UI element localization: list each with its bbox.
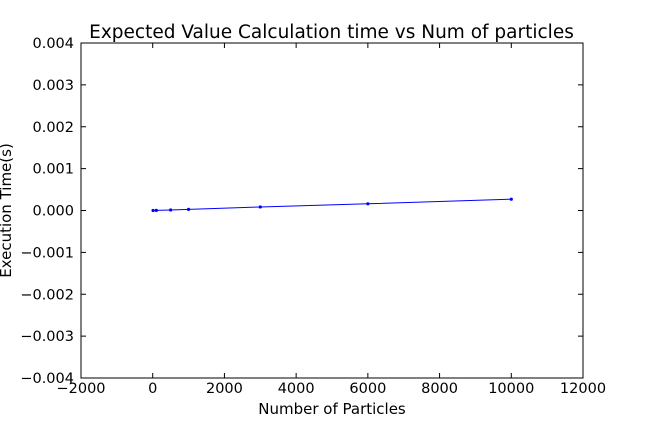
y-tick-label: 0.004	[32, 36, 74, 52]
data-point	[258, 205, 262, 209]
x-tick-label: 6000	[349, 381, 386, 397]
x-tick-label: −2000	[56, 381, 105, 397]
data-point	[169, 208, 173, 212]
data-point	[509, 197, 513, 201]
x-tick-label: 2000	[206, 381, 243, 397]
y-tick-label: −0.004	[20, 371, 74, 387]
y-tick-label: −0.002	[20, 287, 74, 303]
data-point	[151, 208, 155, 213]
chart-title: Expected Value Calculation time vs Num o…	[89, 22, 574, 43]
x-tick-label: 8000	[421, 381, 458, 397]
x-axis-ticks: −2000 0 2000 4000 6000 8000 10000 12000	[56, 43, 606, 397]
y-tick-label: −0.001	[20, 245, 74, 261]
y-tick-label: −0.003	[20, 329, 74, 345]
x-tick-label: 4000	[278, 381, 315, 397]
data-point	[366, 202, 370, 206]
x-tick-label: 12000	[560, 381, 606, 397]
data-point	[186, 207, 191, 211]
x-axis-label: Number of Particles	[258, 400, 406, 418]
y-tick-label: 0.003	[32, 78, 74, 94]
y-tick-label: 0.002	[32, 120, 74, 136]
y-axis-label: Execution Time(s)	[0, 143, 15, 278]
data-point	[154, 208, 158, 212]
y-tick-label: 0.001	[32, 162, 74, 178]
x-tick-label: 0	[148, 381, 157, 397]
x-tick-label: 10000	[488, 381, 534, 397]
y-tick-label: 0.000	[32, 204, 74, 220]
series-layer	[151, 197, 513, 213]
y-axis-ticks: −0.004 −0.003 −0.002 −0.001 0.000 0.001 0.002 0…	[20, 36, 583, 387]
